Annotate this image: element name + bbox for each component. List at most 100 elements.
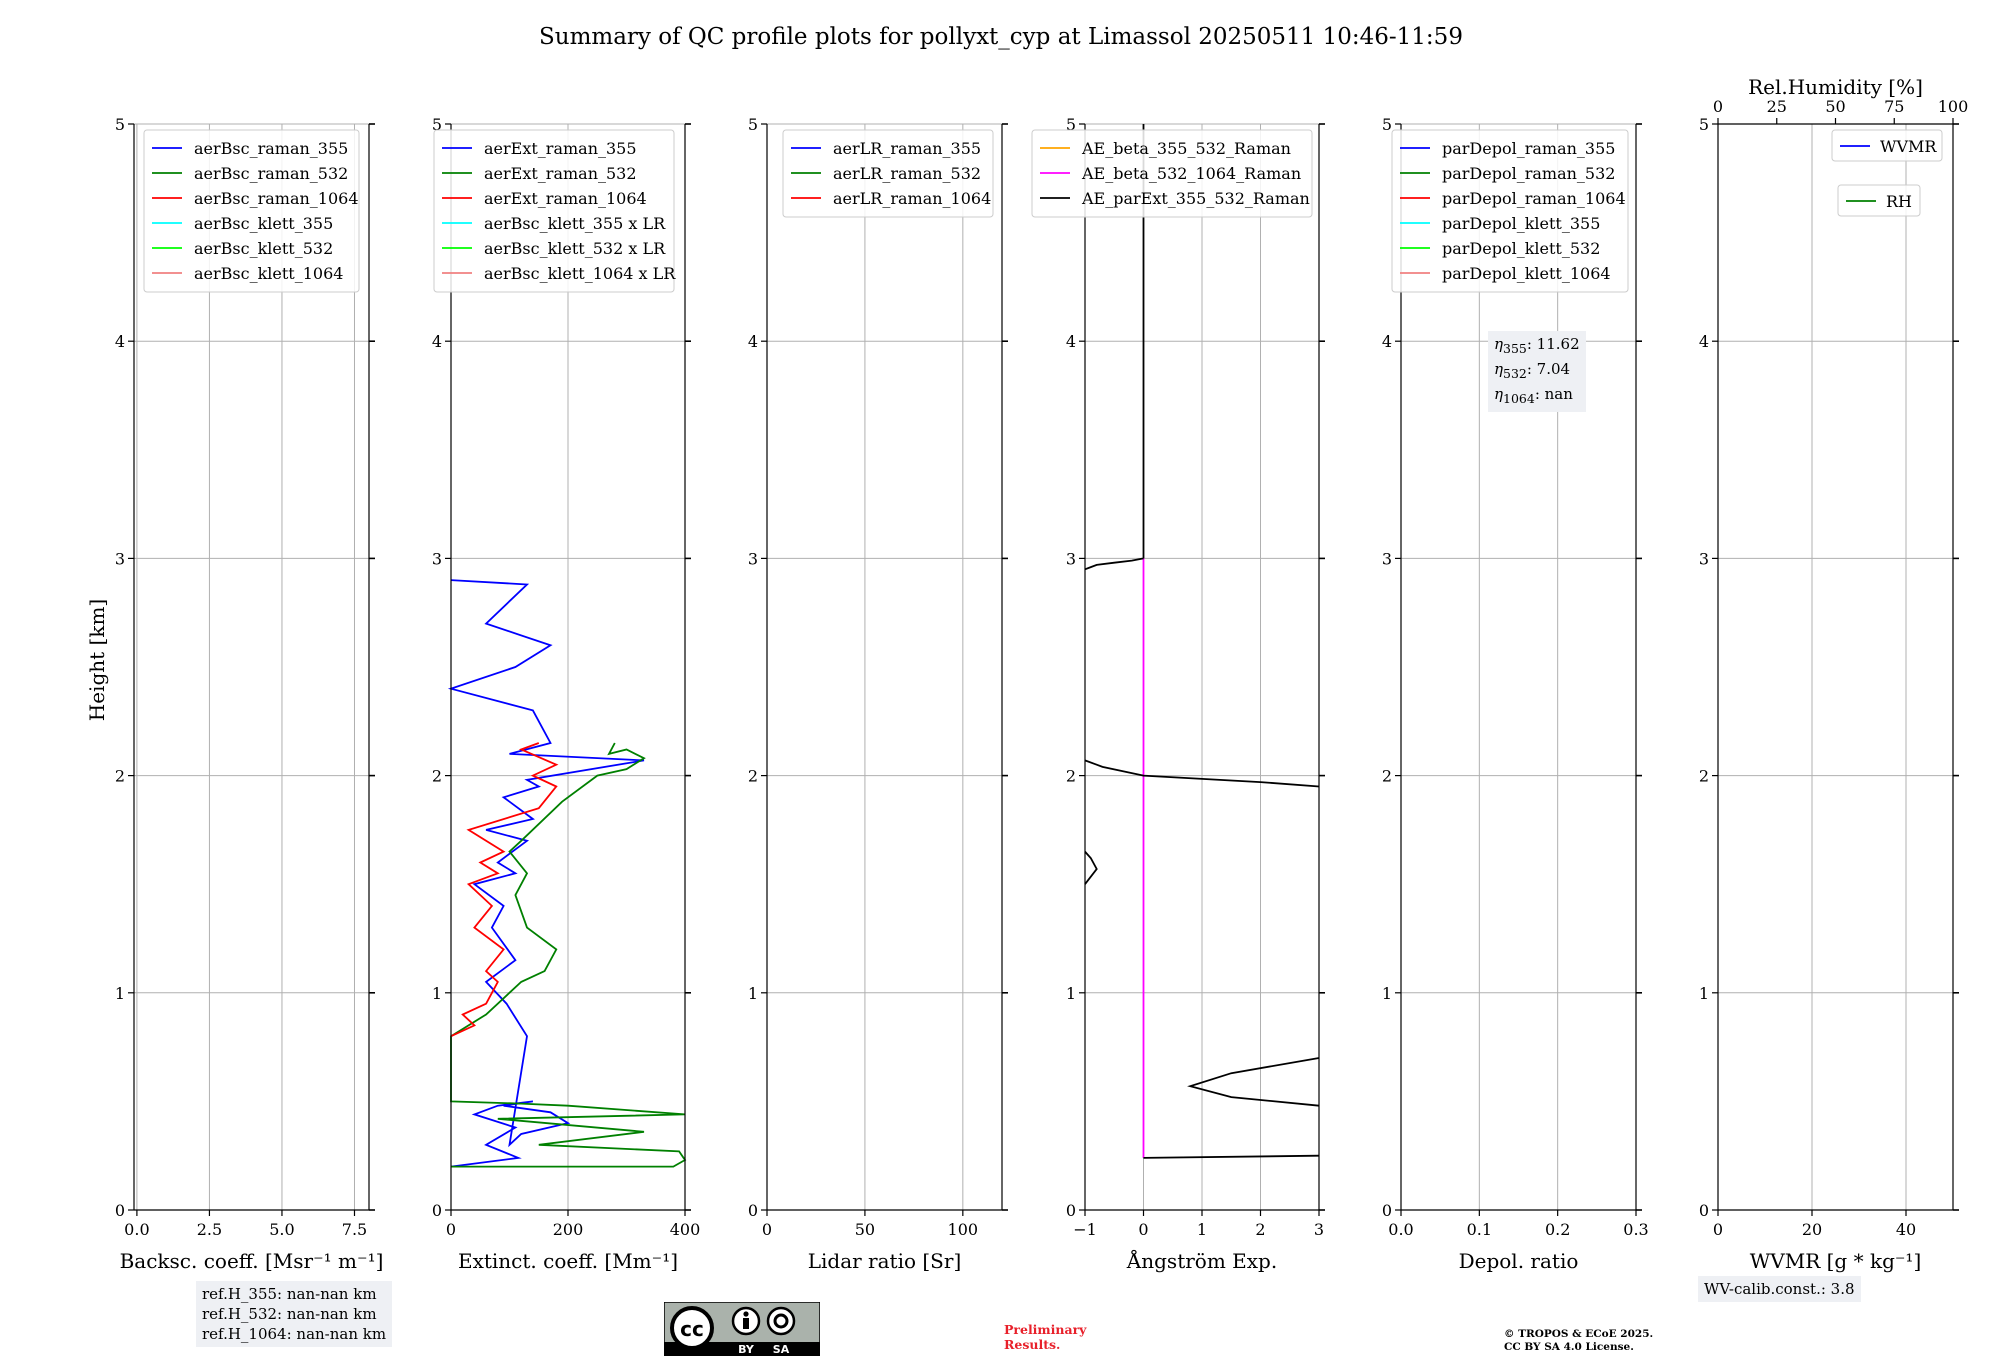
legend-label: aerLR_raman_1064 [833,189,991,208]
top-x-tick-label: 50 [1825,97,1845,116]
by-label: BY [738,1343,755,1356]
y-tick-label: 2 [1066,767,1076,786]
y-tick-label: 5 [432,115,442,134]
y-tick-label: 4 [748,332,758,351]
y-tick-label: 5 [1066,115,1076,134]
eta-note: η355: 11.62 η532: 7.04 η1064: nan [1488,331,1586,412]
copyright-note: © TROPOS & ECoE 2025. CC BY SA 4.0 Licen… [1504,1328,1654,1353]
x-tick-label: 400 [670,1220,701,1239]
y-tick-label: 3 [1066,549,1076,568]
x-tick-label: 200 [553,1220,584,1239]
y-tick-label: 5 [1382,115,1392,134]
x-axis-label: WVMR [g * kg⁻¹] [1750,1249,1922,1273]
x-tick-label: 0.0 [1388,1220,1413,1239]
panel-bsc: 0 1 2 3 4 5 0.0 2.5 5.0 7.5 Backsc. coeff. [Msr⁻¹ … [115,115,384,1273]
top-x-tick-label: 0 [1713,97,1723,116]
legend-label: aerExt_raman_532 [484,164,637,183]
legend-label: aerLR_raman_355 [833,139,981,158]
series-line-AE_parExt_355_532_Raman [1084,124,1320,1159]
legend-label: parDepol_klett_355 [1442,214,1600,233]
x-axis-label: Lidar ratio [Sr] [808,1249,962,1273]
legend-box [1031,129,1313,218]
x-tick-label: 0.1 [1467,1220,1492,1239]
y-tick-label: 1 [1066,984,1076,1003]
y-tick-label: 3 [115,549,125,568]
ref-height-532: ref.H_532: nan-nan km [202,1305,377,1323]
x-axis-label: Depol. ratio [1459,1249,1579,1273]
x-tick-label: −1 [1073,1220,1097,1239]
ref-height-355: ref.H_355: nan-nan km [202,1285,377,1303]
preliminary-results-note: Preliminary Results. [1004,1322,1087,1352]
series-line-aerExt_raman_532 [450,742,687,1168]
legend-label: aerBsc_klett_1064 x LR [484,264,676,283]
top-x-tick-label: 25 [1767,97,1787,116]
x-axis-label: Extinct. coeff. [Mm⁻¹] [458,1249,678,1273]
x-tick-label: 100 [948,1220,979,1239]
x-tick-label: 0.3 [1623,1220,1648,1239]
x-tick-label: 0 [762,1220,772,1239]
legend-label: RH [1886,192,1912,211]
chart-panels: 0 1 2 3 4 5 0.0 2.5 5.0 7.5 Backsc. coeff. [Msr⁻¹ … [115,75,1968,1273]
y-tick-label: 2 [432,767,442,786]
ref-height-note: ref.H_355: nan-nan km ref.H_532: nan-nan… [196,1281,393,1347]
share-alike-icon [766,1306,796,1336]
legend-label: aerBsc_raman_1064 [194,189,359,208]
legend-label: aerExt_raman_355 [484,139,637,158]
y-tick-label: 5 [1699,115,1709,134]
x-tick-label: 0.2 [1545,1220,1570,1239]
series-line-aerExt_raman_1064 [450,742,559,1038]
y-tick-label: 0 [1699,1201,1709,1220]
legend-box [782,129,994,218]
y-tick-label: 4 [1699,332,1709,351]
wv-calib-note: WV-calib.const.: 3.8 [1698,1276,1861,1302]
y-tick-label: 4 [432,332,442,351]
x-axis-label: Ångström Exp. [1126,1248,1277,1273]
legend-label: parDepol_klett_1064 [1442,264,1611,283]
x-tick-label: 20 [1802,1220,1822,1239]
y-tick-label: 1 [748,984,758,1003]
legend-label: AE_beta_532_1064_Raman [1081,164,1301,183]
x-tick-label: 50 [855,1220,875,1239]
legend-box [1837,184,1921,217]
series-line-aerExt_raman_355 [447,579,645,1168]
x-tick-label: 0 [1138,1220,1148,1239]
y-tick-label: 2 [1382,767,1392,786]
y-tick-label: 1 [1699,984,1709,1003]
legend-label: aerBsc_raman_532 [194,164,348,183]
panel-depol: 0 1 2 3 4 5 0.0 0.1 0.2 0.3 Depol. ratio parDepol_r… [1382,115,1649,1273]
y-tick-label: 0 [432,1201,442,1220]
eta-355: η355: 11.62 [1494,335,1580,356]
panel-ext: 0 1 2 3 4 5 0 200 400 Extinct. coeff. [Mm⁻¹] aerEx… [432,115,700,1273]
legend-label: aerBsc_klett_532 x LR [484,239,666,258]
x-tick-label: 0.0 [124,1220,149,1239]
legend-label: AE_parExt_355_532_Raman [1081,189,1310,208]
x-tick-label: 40 [1896,1220,1916,1239]
legend-box [1831,129,1943,162]
x-tick-label: 0 [1713,1220,1723,1239]
cc-logo-text: cc [680,1317,704,1341]
y-tick-label: 1 [432,984,442,1003]
y-tick-label: 3 [1382,549,1392,568]
y-tick-label: 2 [115,767,125,786]
x-tick-label: 0 [446,1220,456,1239]
legend-label: aerBsc_klett_1064 [194,264,343,283]
eta-1064: η1064: nan [1494,385,1573,406]
legend-box [433,129,675,293]
legend-label: aerBsc_raman_355 [194,139,348,158]
y-tick-label: 4 [115,332,125,351]
x-tick-label: 2 [1255,1220,1265,1239]
legend-label: parDepol_raman_1064 [1442,189,1626,208]
top-x-axis-label: Rel.Humidity [%] [1748,75,1923,99]
y-tick-label: 4 [1382,332,1392,351]
y-tick-label: 1 [115,984,125,1003]
y-tick-label: 3 [1699,549,1709,568]
legend-label: aerBsc_klett_355 [194,214,333,233]
legend-label: parDepol_klett_532 [1442,239,1600,258]
eta-532: η532: 7.04 [1494,360,1571,381]
legend-label: AE_beta_355_532_Raman [1081,139,1291,158]
sa-label: SA [773,1343,790,1356]
